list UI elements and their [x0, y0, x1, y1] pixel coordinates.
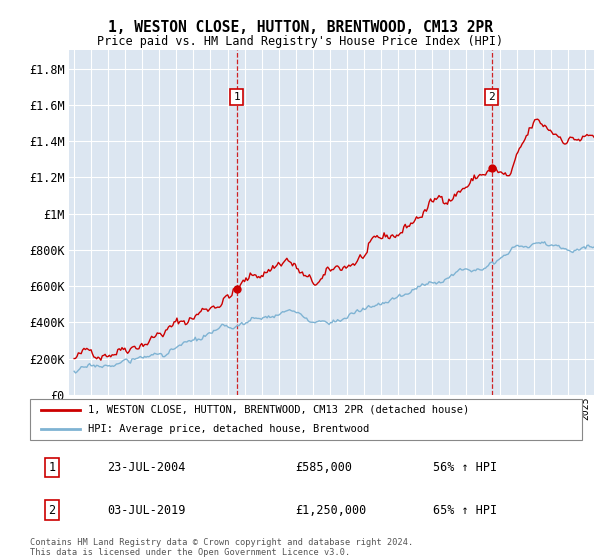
Text: £585,000: £585,000: [295, 461, 352, 474]
Text: 1, WESTON CLOSE, HUTTON, BRENTWOOD, CM13 2PR: 1, WESTON CLOSE, HUTTON, BRENTWOOD, CM13…: [107, 20, 493, 35]
Text: Price paid vs. HM Land Registry's House Price Index (HPI): Price paid vs. HM Land Registry's House …: [97, 35, 503, 48]
Text: 1: 1: [49, 461, 56, 474]
Text: 65% ↑ HPI: 65% ↑ HPI: [433, 503, 497, 517]
Text: £1,250,000: £1,250,000: [295, 503, 366, 517]
Text: 1: 1: [233, 92, 240, 102]
Text: 03-JUL-2019: 03-JUL-2019: [107, 503, 185, 517]
Text: 56% ↑ HPI: 56% ↑ HPI: [433, 461, 497, 474]
Text: 1, WESTON CLOSE, HUTTON, BRENTWOOD, CM13 2PR (detached house): 1, WESTON CLOSE, HUTTON, BRENTWOOD, CM13…: [88, 405, 469, 415]
Text: Contains HM Land Registry data © Crown copyright and database right 2024.
This d: Contains HM Land Registry data © Crown c…: [30, 538, 413, 557]
Text: 2: 2: [49, 503, 56, 517]
Text: HPI: Average price, detached house, Brentwood: HPI: Average price, detached house, Bren…: [88, 424, 369, 435]
Text: 23-JUL-2004: 23-JUL-2004: [107, 461, 185, 474]
Text: 2: 2: [488, 92, 495, 102]
